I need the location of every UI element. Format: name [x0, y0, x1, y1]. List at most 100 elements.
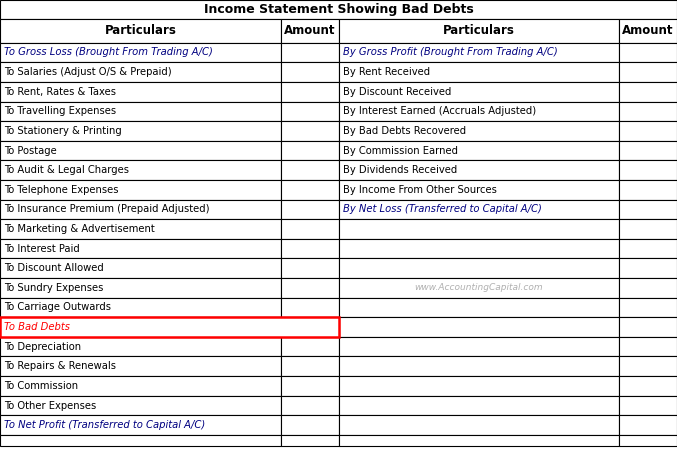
Bar — [338, 356, 619, 376]
Text: To Other Expenses: To Other Expenses — [4, 400, 96, 410]
Bar — [281, 62, 338, 82]
Text: To Postage: To Postage — [4, 146, 57, 156]
Bar — [0, 82, 281, 102]
Text: By Income From Other Sources: By Income From Other Sources — [343, 185, 496, 195]
Bar — [0, 298, 281, 317]
Text: To Stationery & Printing: To Stationery & Printing — [4, 126, 122, 136]
Bar — [0, 376, 281, 396]
Bar — [338, 62, 619, 82]
Bar — [619, 317, 677, 337]
Text: To Gross Loss (Brought From Trading A/C): To Gross Loss (Brought From Trading A/C) — [4, 48, 213, 58]
Text: By Rent Received: By Rent Received — [343, 67, 430, 77]
Bar — [281, 82, 338, 102]
Bar — [338, 141, 619, 160]
Text: By Discount Received: By Discount Received — [343, 87, 451, 97]
Bar — [619, 337, 677, 356]
Text: Income Statement Showing Bad Debts: Income Statement Showing Bad Debts — [204, 3, 473, 16]
Bar — [619, 62, 677, 82]
Bar — [619, 239, 677, 258]
Bar — [281, 435, 338, 446]
Bar — [619, 160, 677, 180]
Bar — [281, 337, 338, 356]
Bar — [281, 298, 338, 317]
Bar — [281, 317, 338, 337]
Bar — [338, 121, 619, 141]
Bar — [619, 415, 677, 435]
Bar — [0, 121, 281, 141]
Bar — [0, 317, 281, 337]
Bar — [619, 396, 677, 415]
Text: By Interest Earned (Accruals Adjusted): By Interest Earned (Accruals Adjusted) — [343, 106, 536, 116]
Bar — [0, 0, 677, 19]
Text: To Depreciation: To Depreciation — [4, 342, 81, 352]
Bar — [338, 200, 619, 219]
Bar — [0, 317, 338, 337]
Text: To Rent, Rates & Taxes: To Rent, Rates & Taxes — [4, 87, 116, 97]
Text: To Telephone Expenses: To Telephone Expenses — [4, 185, 118, 195]
Bar — [338, 298, 619, 317]
Bar — [281, 180, 338, 200]
Bar — [619, 200, 677, 219]
Bar — [338, 102, 619, 121]
Bar — [281, 141, 338, 160]
Text: By Dividends Received: By Dividends Received — [343, 165, 457, 175]
Text: To Travelling Expenses: To Travelling Expenses — [4, 106, 116, 116]
Bar — [338, 160, 619, 180]
Bar — [281, 102, 338, 121]
Bar — [281, 43, 338, 62]
Text: By Commission Earned: By Commission Earned — [343, 146, 458, 156]
Text: Amount: Amount — [284, 25, 335, 37]
Text: To Bad Debts: To Bad Debts — [4, 322, 70, 332]
Bar — [619, 43, 677, 62]
Bar — [281, 278, 338, 298]
Text: To Audit & Legal Charges: To Audit & Legal Charges — [4, 165, 129, 175]
Text: To Commission: To Commission — [4, 381, 78, 391]
Bar — [619, 19, 677, 43]
Bar — [281, 219, 338, 239]
Text: To Sundry Expenses: To Sundry Expenses — [4, 283, 104, 293]
Bar — [619, 258, 677, 278]
Bar — [338, 43, 619, 62]
Bar — [338, 82, 619, 102]
Text: By Net Loss (Transferred to Capital A/C): By Net Loss (Transferred to Capital A/C) — [343, 204, 542, 214]
Bar — [0, 415, 281, 435]
Bar — [619, 356, 677, 376]
Bar — [281, 376, 338, 396]
Bar — [619, 141, 677, 160]
Bar — [338, 376, 619, 396]
Bar — [281, 239, 338, 258]
Bar — [281, 200, 338, 219]
Bar — [338, 435, 619, 446]
Bar — [0, 258, 281, 278]
Bar — [619, 121, 677, 141]
Bar — [0, 180, 281, 200]
Bar — [619, 435, 677, 446]
Text: To Carriage Outwards: To Carriage Outwards — [4, 302, 111, 312]
Bar — [338, 415, 619, 435]
Text: To Discount Allowed: To Discount Allowed — [4, 263, 104, 273]
Bar — [281, 415, 338, 435]
Bar — [338, 278, 619, 298]
Bar — [0, 200, 281, 219]
Bar — [338, 239, 619, 258]
Bar — [281, 396, 338, 415]
Text: By Bad Debts Recovered: By Bad Debts Recovered — [343, 126, 466, 136]
Bar — [619, 102, 677, 121]
Bar — [619, 82, 677, 102]
Bar — [0, 278, 281, 298]
Bar — [0, 19, 281, 43]
Bar — [0, 219, 281, 239]
Bar — [619, 376, 677, 396]
Text: To Net Profit (Transferred to Capital A/C): To Net Profit (Transferred to Capital A/… — [4, 420, 205, 430]
Bar — [281, 356, 338, 376]
Bar — [338, 219, 619, 239]
Bar — [338, 19, 619, 43]
Text: Particulars: Particulars — [443, 25, 515, 37]
Bar — [619, 219, 677, 239]
Bar — [0, 62, 281, 82]
Text: To Insurance Premium (Prepaid Adjusted): To Insurance Premium (Prepaid Adjusted) — [4, 204, 210, 214]
Bar — [0, 239, 281, 258]
Bar — [338, 337, 619, 356]
Bar — [0, 43, 281, 62]
Text: To Marketing & Advertisement: To Marketing & Advertisement — [4, 224, 155, 234]
